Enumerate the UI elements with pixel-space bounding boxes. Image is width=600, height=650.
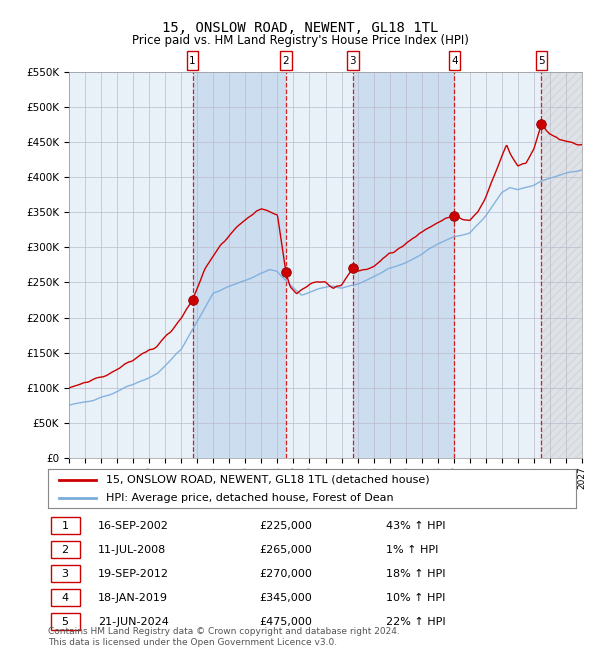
Text: 19-SEP-2012: 19-SEP-2012 — [98, 569, 169, 578]
Text: 5: 5 — [62, 617, 68, 627]
Text: 22% ↑ HPI: 22% ↑ HPI — [386, 617, 446, 627]
Text: 1: 1 — [189, 56, 196, 66]
Text: 1% ↑ HPI: 1% ↑ HPI — [386, 545, 438, 554]
Text: 15, ONSLOW ROAD, NEWENT, GL18 1TL: 15, ONSLOW ROAD, NEWENT, GL18 1TL — [162, 21, 438, 35]
Text: 4: 4 — [451, 56, 458, 66]
Text: 2: 2 — [62, 545, 69, 554]
Text: 21-JUN-2024: 21-JUN-2024 — [98, 617, 169, 627]
Text: 16-SEP-2002: 16-SEP-2002 — [98, 521, 169, 530]
FancyBboxPatch shape — [449, 51, 460, 70]
Text: £225,000: £225,000 — [259, 521, 312, 530]
FancyBboxPatch shape — [187, 51, 198, 70]
Text: Price paid vs. HM Land Registry's House Price Index (HPI): Price paid vs. HM Land Registry's House … — [131, 34, 469, 47]
FancyBboxPatch shape — [50, 541, 80, 558]
Text: 18-JAN-2019: 18-JAN-2019 — [98, 593, 168, 603]
Text: £265,000: £265,000 — [259, 545, 312, 554]
Text: £475,000: £475,000 — [259, 617, 312, 627]
Text: 10% ↑ HPI: 10% ↑ HPI — [386, 593, 445, 603]
Text: 1: 1 — [62, 521, 68, 530]
FancyBboxPatch shape — [50, 517, 80, 534]
Text: 43% ↑ HPI: 43% ↑ HPI — [386, 521, 445, 530]
FancyBboxPatch shape — [536, 51, 547, 70]
Bar — [353, 72, 454, 458]
FancyBboxPatch shape — [50, 589, 80, 606]
Bar — [193, 72, 286, 458]
Text: 18% ↑ HPI: 18% ↑ HPI — [386, 569, 445, 578]
Text: 3: 3 — [62, 569, 68, 578]
FancyBboxPatch shape — [280, 51, 292, 70]
Text: £270,000: £270,000 — [259, 569, 312, 578]
Text: 4: 4 — [62, 593, 69, 603]
Text: £345,000: £345,000 — [259, 593, 312, 603]
FancyBboxPatch shape — [50, 565, 80, 582]
Text: HPI: Average price, detached house, Forest of Dean: HPI: Average price, detached house, Fore… — [106, 493, 394, 502]
Text: 5: 5 — [538, 56, 545, 66]
Text: 11-JUL-2008: 11-JUL-2008 — [98, 545, 166, 554]
Bar — [541, 72, 582, 458]
Text: 3: 3 — [350, 56, 356, 66]
FancyBboxPatch shape — [50, 613, 80, 630]
Text: 2: 2 — [283, 56, 289, 66]
Text: Contains HM Land Registry data © Crown copyright and database right 2024.
This d: Contains HM Land Registry data © Crown c… — [48, 627, 400, 647]
FancyBboxPatch shape — [347, 51, 359, 70]
Text: 15, ONSLOW ROAD, NEWENT, GL18 1TL (detached house): 15, ONSLOW ROAD, NEWENT, GL18 1TL (detac… — [106, 475, 430, 485]
